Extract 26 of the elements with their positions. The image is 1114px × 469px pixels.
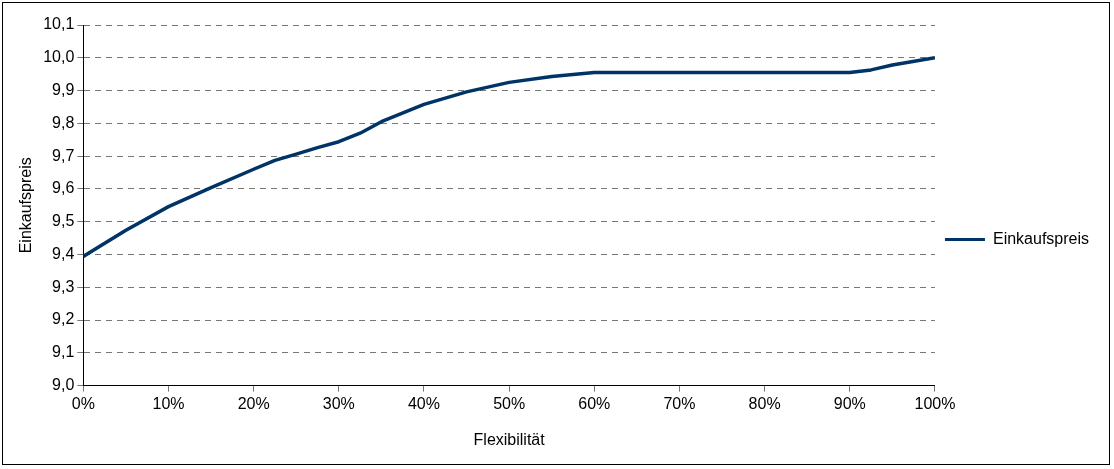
x-tick-label: 80% — [748, 394, 781, 412]
y-tick-label: 9,9 — [52, 80, 75, 98]
y-tick-label: 9,5 — [52, 212, 75, 230]
legend-label: Einkaufspreis — [992, 229, 1089, 247]
x-tick-label: 90% — [833, 394, 866, 412]
y-tick-label: 9,2 — [52, 310, 75, 328]
y-tick-label: 9,6 — [52, 179, 75, 197]
y-tick-label: 9,7 — [52, 146, 75, 164]
x-tick-label: 60% — [578, 394, 611, 412]
x-tick-label: 50% — [493, 394, 526, 412]
y-tick-label: 10,0 — [43, 48, 75, 66]
y-tick-label: 9,8 — [52, 113, 75, 131]
y-tick-label: 10,1 — [43, 15, 75, 33]
x-tick-label: 30% — [322, 394, 355, 412]
y-axis-title: Einkaufspreis — [17, 157, 35, 254]
y-tick-label: 9,0 — [52, 376, 75, 394]
x-tick-label: 70% — [663, 394, 696, 412]
x-axis-title: Flexibilität — [473, 430, 546, 448]
x-tick-label: 0% — [71, 394, 95, 412]
y-tick-label: 9,1 — [52, 343, 75, 361]
x-tick-label: 100% — [914, 394, 956, 412]
y-tick-label: 9,4 — [52, 244, 75, 262]
x-tick-label: 40% — [407, 394, 440, 412]
y-tick-label: 9,3 — [52, 277, 75, 295]
x-tick-label: 20% — [237, 394, 270, 412]
x-tick-label: 10% — [152, 394, 185, 412]
